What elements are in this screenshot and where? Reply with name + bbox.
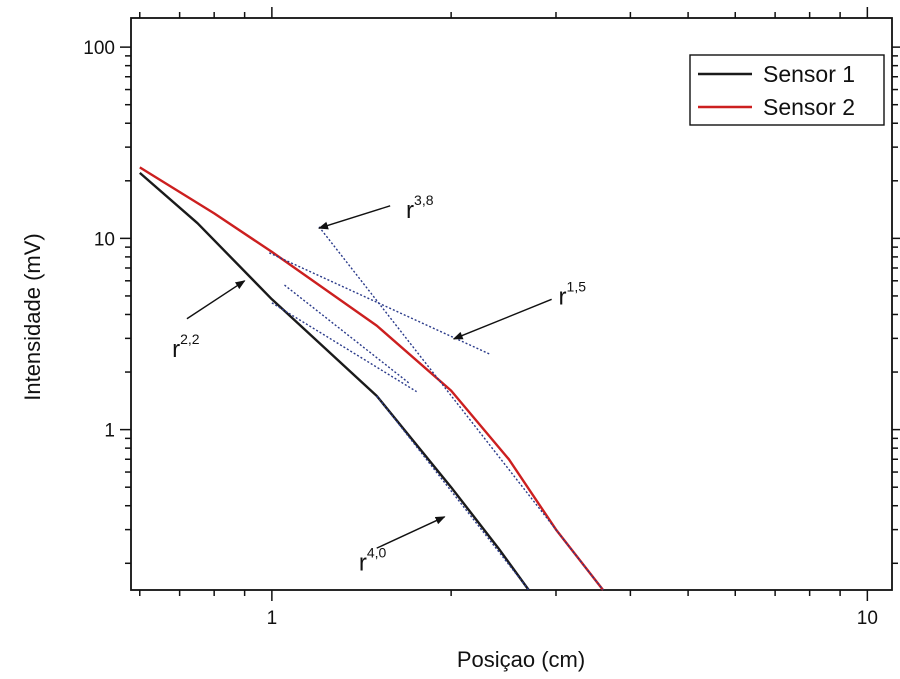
annotation-label: r1,5 <box>559 279 587 311</box>
y-axis-title: Intensidade (mV) <box>20 233 45 401</box>
series-line <box>139 166 605 591</box>
fit-line <box>376 395 530 591</box>
fit-lines <box>268 226 604 591</box>
y-tick-label: 100 <box>83 38 115 59</box>
fit-line <box>271 302 417 393</box>
fit-line <box>268 252 491 356</box>
plot-frame <box>130 17 893 591</box>
legend: Sensor 1 Sensor 2 <box>689 54 885 126</box>
legend-label: Sensor 1 <box>763 61 855 87</box>
annotation-arrow <box>376 516 446 549</box>
x-axis-title: Posiçao (cm) <box>457 647 585 672</box>
legend-box <box>689 54 885 126</box>
x-tick-label: 1 <box>267 608 278 629</box>
fit-line <box>318 226 604 591</box>
series-line <box>139 171 530 591</box>
legend-label: Sensor 2 <box>763 94 855 120</box>
annotation-arrow <box>186 280 246 320</box>
fit-line <box>284 284 410 384</box>
annotation-label: r2,2 <box>172 331 200 363</box>
annotation-label: r4,0 <box>359 545 387 577</box>
annotation-arrow <box>452 298 552 340</box>
annotation-label: r3,8 <box>406 192 434 224</box>
y-tick-label: 1 <box>104 421 115 442</box>
plot-area: 1 10 1 10 100 <box>83 7 900 629</box>
x-tick-label: 10 <box>857 608 878 629</box>
annotation-arrow <box>318 205 391 230</box>
annotations: r2,2 r3,8 r1,5 r4,0 <box>172 192 586 577</box>
y-tick-label: 10 <box>94 229 115 250</box>
series-layer <box>139 166 605 591</box>
